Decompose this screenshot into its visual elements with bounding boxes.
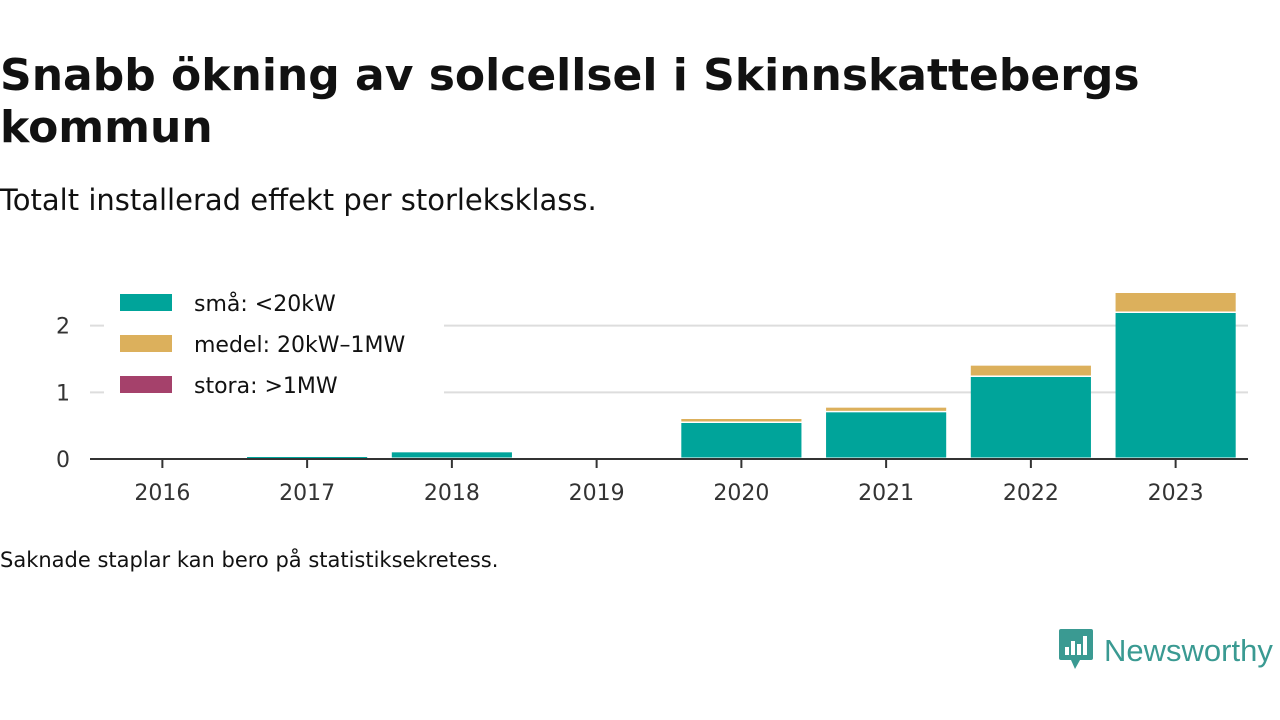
bar-segment [1115, 293, 1236, 312]
bar-segment [826, 412, 947, 458]
x-tick-label: 2017 [279, 481, 335, 506]
legend-label: små: <20kW [194, 291, 336, 317]
y-tick-label: 0 [56, 448, 70, 473]
x-tick-label: 2021 [858, 481, 914, 506]
chart-subtitle: Totalt installerad effekt per storlekskl… [0, 183, 597, 217]
brand-name: Newsworthy [1104, 633, 1273, 668]
x-tick-label: 2020 [713, 481, 769, 506]
x-tick-label: 2022 [1003, 481, 1059, 506]
newsworthy-logo-icon [1058, 627, 1094, 675]
bar-segment [970, 365, 1091, 376]
bar-chart: 0 1 2 2016 2017 2018 2019 2020 2021 2022 2023 små:… [56, 282, 1248, 506]
y-tick-label: 1 [56, 381, 70, 406]
legend-swatch [120, 376, 172, 393]
bar-segment [1115, 313, 1236, 458]
x-tick-label: 2016 [134, 481, 190, 506]
legend-swatch [120, 335, 172, 352]
chart-title: Snabb ökning av solcellsel i Skinnskatte… [0, 50, 1140, 153]
bars [247, 293, 1236, 458]
y-tick-label: 2 [56, 315, 70, 340]
bar-segment [970, 377, 1091, 458]
bar-segment [826, 407, 947, 411]
bar-segment [681, 423, 802, 458]
bar-segment [391, 452, 512, 458]
legend: små: <20kW medel: 20kW–1MW stora: >1MW [104, 282, 444, 402]
bar-segment [247, 457, 368, 458]
bar-segment [681, 419, 802, 422]
axes: 0 1 2 2016 2017 2018 2019 2020 2021 2022 2023 [56, 315, 1248, 506]
x-tick-label: 2018 [424, 481, 480, 506]
brand-logo: Newsworthy [1058, 628, 1273, 674]
legend-label: stora: >1MW [194, 374, 338, 399]
x-tick-label: 2019 [569, 481, 625, 506]
footnote: Saknade staplar kan bero på statistiksek… [0, 548, 499, 572]
legend-swatch [120, 294, 172, 311]
x-tick-label: 2023 [1148, 481, 1204, 506]
legend-label: medel: 20kW–1MW [194, 333, 405, 358]
